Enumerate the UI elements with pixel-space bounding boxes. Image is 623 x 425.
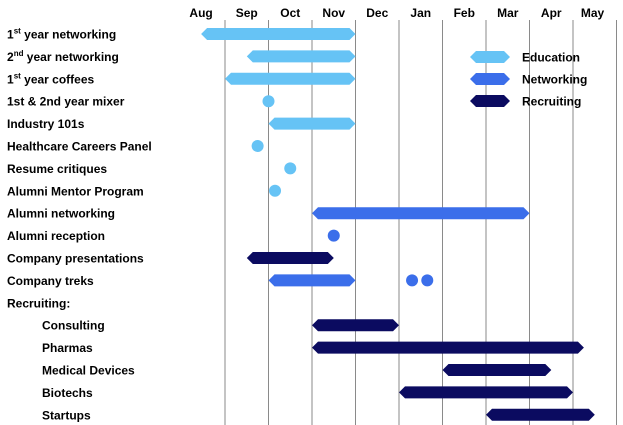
month-label-mar: Mar	[497, 6, 519, 20]
row-label: Company treks	[7, 274, 94, 288]
legend-label-recruiting: Recruiting	[522, 95, 581, 109]
gantt-bar-education	[268, 117, 356, 130]
row-label: Medical Devices	[42, 364, 135, 378]
row-label: Alumni reception	[7, 229, 105, 243]
event-dot-networking	[327, 229, 340, 242]
legend-label-education: Education	[522, 51, 580, 65]
gantt-bar-networking	[268, 274, 356, 287]
gantt-bar-recruiting	[442, 364, 552, 376]
month-labels: Aug Sep Oct Nov Dec Jan Feb Mar Apr May	[189, 6, 604, 20]
row-label: Consulting	[42, 319, 105, 333]
month-label-apr: Apr	[541, 6, 562, 20]
row-label: Biotechs	[42, 386, 93, 400]
month-label-nov: Nov	[322, 6, 345, 20]
legend-swatch-education	[470, 51, 510, 63]
gantt-bar-education	[201, 28, 356, 40]
row-label: 2nd year networking	[7, 49, 119, 64]
month-label-may: May	[581, 6, 605, 20]
gantt-bar-networking	[312, 207, 530, 220]
legend-swatch-recruiting	[470, 95, 510, 107]
event-dot-networking	[406, 274, 419, 287]
event-dot-education	[251, 140, 264, 152]
chart-marks	[201, 28, 595, 421]
event-dot-education	[262, 95, 275, 108]
month-label-sep: Sep	[236, 6, 258, 20]
month-label-jan: Jan	[410, 6, 431, 20]
row-label: Alumni Mentor Program	[7, 184, 144, 198]
event-dot-networking	[421, 274, 434, 287]
event-dot-education	[284, 162, 297, 175]
legend-swatch-networking	[470, 73, 510, 85]
row-label: Industry 101s	[7, 117, 85, 131]
row-label: 1st year networking	[7, 27, 116, 42]
row-label: 1st & 2nd year mixer	[7, 95, 125, 109]
gantt-bar-recruiting	[312, 341, 584, 354]
row-label: Healthcare Careers Panel	[7, 140, 152, 154]
row-label: Alumni networking	[7, 207, 115, 221]
month-label-dec: Dec	[366, 6, 388, 20]
row-label: 1st year coffees	[7, 71, 95, 86]
gantt-bar-recruiting	[312, 319, 399, 332]
legend: Education Networking Recruiting	[470, 51, 587, 109]
row-label: Startups	[42, 408, 91, 422]
gantt-bar-education	[246, 50, 356, 63]
gantt-bar-education	[225, 72, 356, 85]
row-label: Recruiting:	[7, 296, 70, 310]
event-dot-education	[269, 184, 282, 197]
gantt-bar-recruiting	[486, 408, 595, 421]
month-label-oct: Oct	[280, 6, 300, 20]
row-label: Company presentations	[7, 252, 144, 266]
month-label-aug: Aug	[189, 6, 212, 20]
row-labels: 1st year networking 2nd year networking 1s…	[7, 27, 152, 423]
gantt-bar-recruiting	[246, 252, 334, 264]
month-label-feb: Feb	[454, 6, 475, 20]
row-label: Pharmas	[42, 341, 93, 355]
gantt-bar-recruiting	[399, 386, 573, 399]
legend-label-networking: Networking	[522, 73, 587, 87]
row-label: Resume critiques	[7, 162, 107, 176]
month-gridlines	[224, 20, 617, 425]
